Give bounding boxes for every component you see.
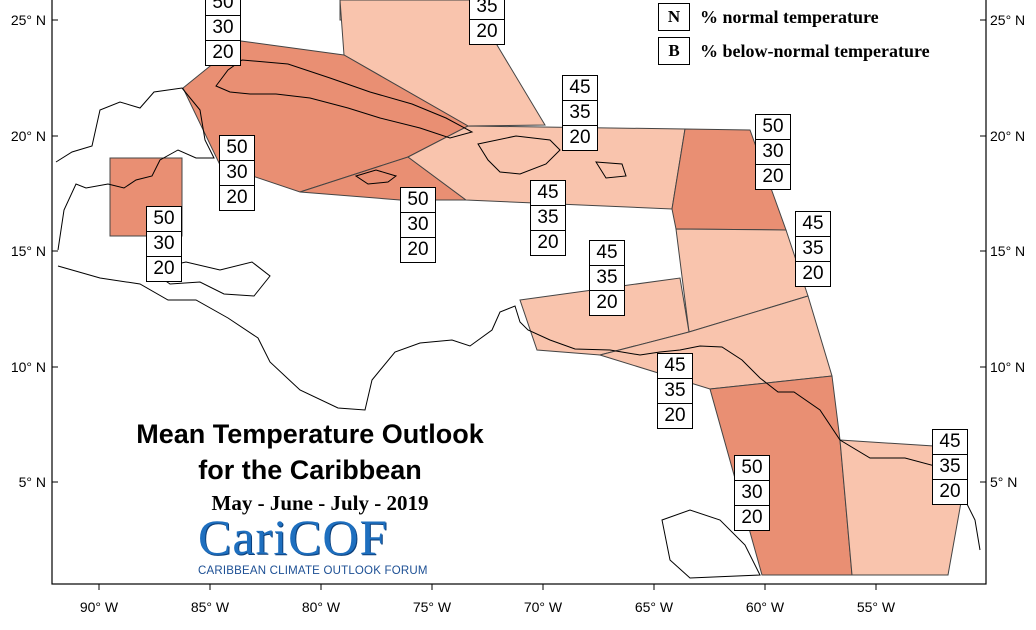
lat-label: 15° N <box>11 243 46 259</box>
probability-value: 20 <box>802 263 824 284</box>
map-title: Mean Temperature Outlook <box>136 419 484 449</box>
longitude-labels: 90° W 85° W 80° W 75° W 70° W 65° W 60° … <box>80 599 896 615</box>
probability-value: 35 <box>531 206 565 231</box>
lat-label: 10° N <box>990 359 1025 375</box>
logo-name: CariCOF <box>198 509 389 565</box>
probability-value: 35 <box>933 455 967 480</box>
probability-value: 45 <box>590 241 624 266</box>
probability-value: 50 <box>206 0 240 16</box>
probability-box: 35 20 <box>469 0 505 45</box>
lat-label: 25° N <box>990 12 1025 28</box>
probability-value: 20 <box>407 239 429 260</box>
probability-value: 20 <box>212 42 234 63</box>
probability-box: 50 30 20 <box>400 187 436 263</box>
coastlines <box>55 59 981 579</box>
latitude-labels-left: 25° N 20° N 15° N 10° N 5° N <box>11 12 46 490</box>
forecast-period: May - June - July - 2019 <box>211 491 429 515</box>
legend-below-normal: B % below-normal temperature <box>658 37 930 65</box>
lat-label: 15° N <box>990 243 1025 259</box>
probability-value: 20 <box>537 232 559 253</box>
probability-value: 20 <box>476 21 498 42</box>
lat-label: 10° N <box>11 359 46 375</box>
probability-value: 45 <box>796 212 830 237</box>
probability-value: 35 <box>563 101 597 126</box>
probability-value: 50 <box>220 136 254 161</box>
lon-label: 80° W <box>302 599 341 615</box>
probability-value: 50 <box>401 188 435 213</box>
probability-value: 30 <box>147 232 181 257</box>
legend-text: % below-normal temperature <box>700 40 930 61</box>
probability-value: 20 <box>596 292 618 313</box>
probability-value: 50 <box>756 115 790 140</box>
probability-value: 45 <box>531 181 565 206</box>
probability-box: 45 35 20 <box>795 211 831 287</box>
axis-ticks <box>52 19 986 590</box>
probability-value: 30 <box>220 161 254 186</box>
lon-label: 90° W <box>80 599 119 615</box>
probability-box: 50 30 20 <box>146 206 182 282</box>
legend-text: % normal temperature <box>700 6 879 27</box>
probability-box: 50 30 20 <box>734 455 770 531</box>
map-title-line2: for the Caribbean <box>198 455 422 485</box>
lon-label: 65° W <box>635 599 674 615</box>
probability-value: 35 <box>796 237 830 262</box>
probability-value: 20 <box>762 166 784 187</box>
lat-label: 25° N <box>11 12 46 28</box>
probability-box: 45 35 20 <box>932 429 968 505</box>
probability-value: 35 <box>658 379 692 404</box>
probability-value: 30 <box>735 481 769 506</box>
caricof-logo: CariCOF CARIBBEAN CLIMATE OUTLOOK FORUM <box>198 511 438 577</box>
probability-box: 45 35 20 <box>562 75 598 151</box>
logo-tagline: CARIBBEAN CLIMATE OUTLOOK FORUM <box>198 565 428 577</box>
probability-value: 45 <box>658 354 692 379</box>
probability-box: 45 35 20 <box>589 240 625 316</box>
probability-box: 45 35 20 <box>657 353 693 429</box>
latitude-labels-right: 25° N 20° N 15° N 10° N 5° N <box>990 12 1025 490</box>
lon-label: 85° W <box>191 599 230 615</box>
probability-value: 30 <box>756 140 790 165</box>
probability-value: 20 <box>664 405 686 426</box>
lon-label: 70° W <box>524 599 563 615</box>
lat-label: 5° N <box>990 474 1017 490</box>
probability-value: 35 <box>590 266 624 291</box>
legend-key: B <box>658 37 690 65</box>
probability-box: 50 30 20 <box>205 0 241 66</box>
probability-box: 45 35 20 <box>530 180 566 256</box>
probability-value: 20 <box>939 481 961 502</box>
legend-key: N <box>658 3 690 31</box>
probability-value: 50 <box>735 456 769 481</box>
lon-label: 60° W <box>746 599 785 615</box>
probability-box: 50 30 20 <box>755 114 791 190</box>
probability-value: 20 <box>569 127 591 148</box>
region-bahamas-south <box>339 0 546 127</box>
lat-label: 20° N <box>11 128 46 144</box>
legend-normal: N % normal temperature <box>658 3 879 31</box>
probability-value: 35 <box>470 0 504 20</box>
probability-value: 45 <box>933 430 967 455</box>
probability-value: 30 <box>401 213 435 238</box>
probability-box: 50 30 20 <box>219 135 255 211</box>
probability-value: 50 <box>147 207 181 232</box>
probability-value: 30 <box>206 16 240 41</box>
probability-value: 20 <box>741 507 763 528</box>
lat-label: 5° N <box>19 474 46 490</box>
lat-label: 20° N <box>990 128 1025 144</box>
probability-value: 20 <box>226 187 248 208</box>
probability-value: 45 <box>563 76 597 101</box>
lon-label: 55° W <box>857 599 896 615</box>
probability-value: 20 <box>153 258 175 279</box>
lon-label: 75° W <box>413 599 452 615</box>
